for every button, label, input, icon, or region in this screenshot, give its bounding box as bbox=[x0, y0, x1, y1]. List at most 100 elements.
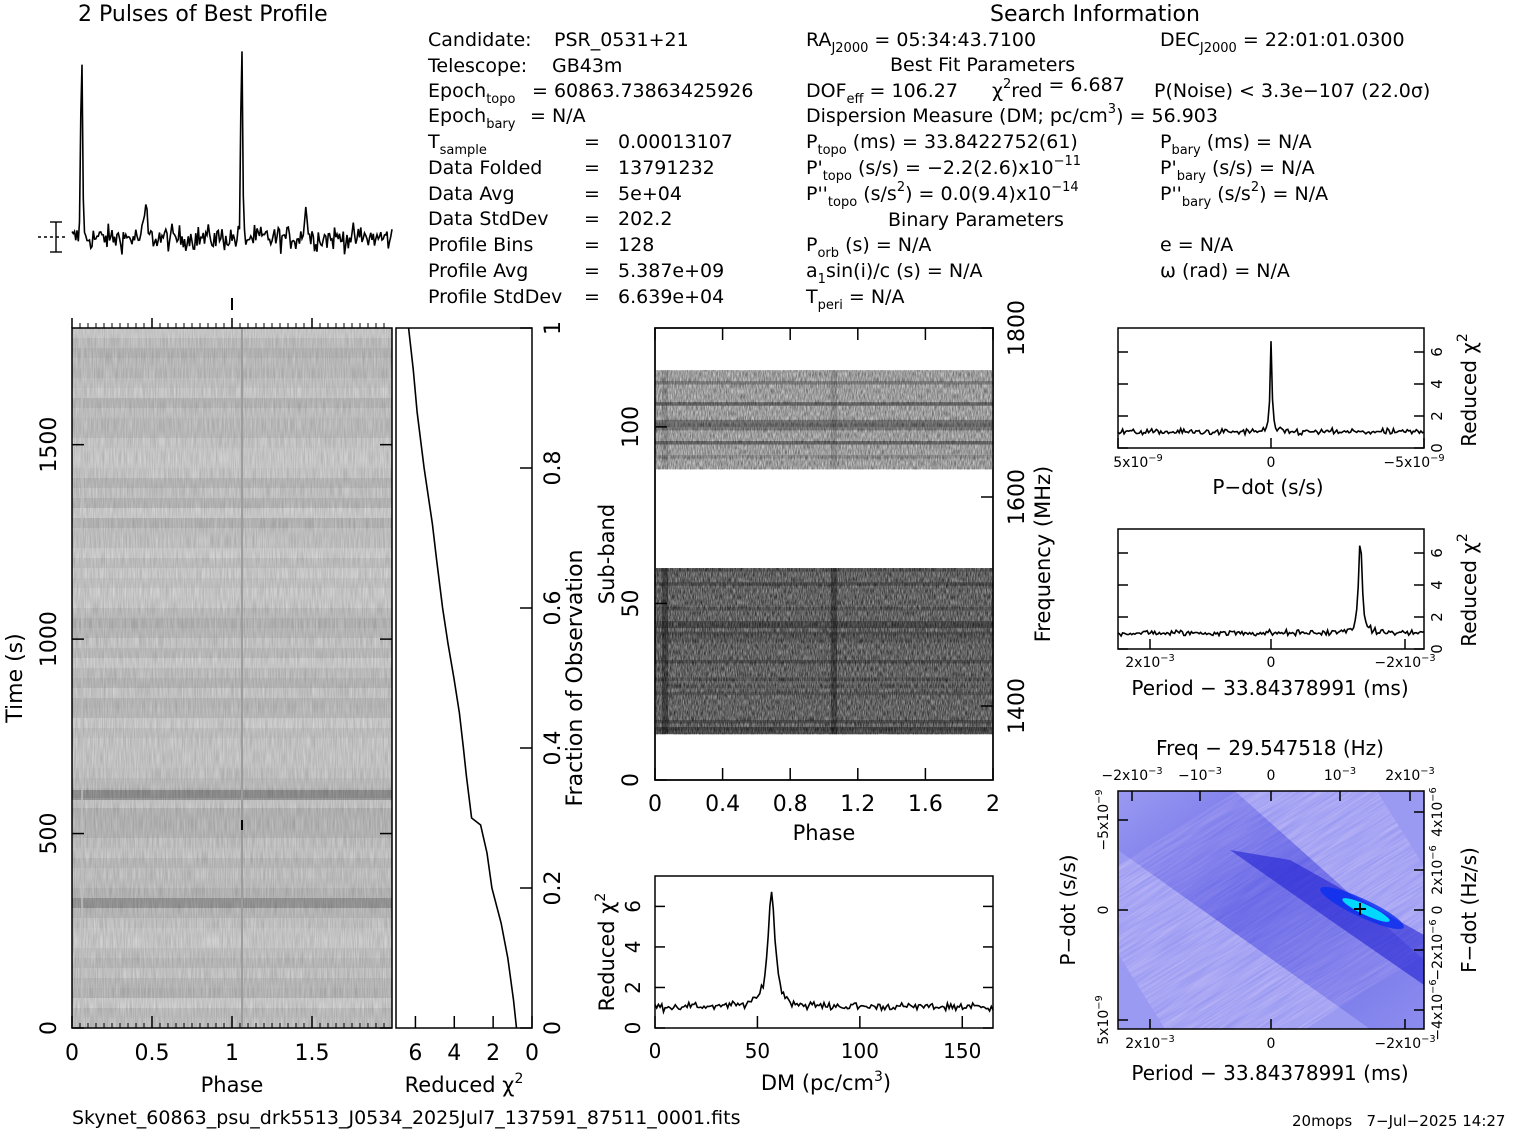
info-epoch-bary-label: Epochbary bbox=[428, 105, 516, 132]
sb-y2tick: 1400 bbox=[1005, 678, 1030, 734]
dm-xtick: 50 bbox=[745, 1039, 770, 1063]
ppdot-peak-marker bbox=[1354, 903, 1366, 915]
pp-x2tick: −2x10−3 bbox=[1101, 766, 1162, 784]
pp-xtick: 0 bbox=[1267, 1036, 1276, 1052]
tp-ytick: 1000 bbox=[37, 611, 62, 667]
info-data-avg-value: = 5e+04 bbox=[584, 183, 682, 205]
ct-xtick: 4 bbox=[447, 1041, 461, 1066]
pr-xtick: −2x10−3 bbox=[1374, 653, 1435, 671]
pp-y2label: F−dot (Hz/s) bbox=[1457, 847, 1481, 973]
info-epoch-topo-label: Epochtopo bbox=[428, 80, 515, 107]
pr-xtick: 2x10−3 bbox=[1125, 653, 1174, 671]
sb-y2tick: 1800 bbox=[1005, 300, 1030, 356]
info-tperi: Tperi = N/A bbox=[805, 286, 904, 313]
sb-xtick: 2 bbox=[986, 792, 1000, 817]
info-profile-bins-label: Profile Bins bbox=[428, 234, 533, 256]
dm-ylabel: Reduced χ2 bbox=[593, 893, 619, 1012]
pr-ytick: 2 bbox=[1428, 612, 1446, 622]
info-data-avg-label: Data Avg bbox=[428, 183, 515, 205]
info-dof: DOFeff = 106.27 bbox=[806, 80, 958, 107]
footer-stamp: 20mops 7−Jul−2025 14:27 bbox=[1292, 1112, 1505, 1130]
info-pddot-bary: P''bary (s/s2) = N/A bbox=[1160, 180, 1328, 210]
pd-xtick: 5x10−9 bbox=[1113, 453, 1162, 471]
ct-ytick: 1 bbox=[541, 321, 566, 335]
info-data-folded-label: Data Folded bbox=[428, 157, 542, 179]
tp-xtick: 1.5 bbox=[295, 1041, 330, 1066]
pp-y2tick: 2x10−6 bbox=[1428, 845, 1446, 894]
chi2-time-curve bbox=[407, 327, 518, 1029]
time-phase-panel: 0 0.5 1 1.5 0 500 1000 1500 Phase Time (s) bbox=[3, 298, 393, 1097]
ct-xtick: 6 bbox=[408, 1041, 422, 1066]
sb-xtick: 1.6 bbox=[908, 792, 943, 817]
sb-ylabel: Sub-band bbox=[595, 504, 619, 604]
pp-x2tick: 10−3 bbox=[1324, 766, 1356, 784]
info-profile-avg-label: Profile Avg bbox=[428, 260, 528, 282]
info-ra: RAJ2000 = 05:34:43.7100 bbox=[806, 29, 1036, 56]
pr-xtick: 0 bbox=[1267, 655, 1276, 671]
ct-ytick: 0.6 bbox=[541, 591, 566, 626]
pp-y2tick: −4x10−6 bbox=[1428, 979, 1446, 1040]
pd-xtick: 0 bbox=[1267, 455, 1276, 471]
sb-y2tick: 1600 bbox=[1005, 469, 1030, 525]
tp-xtick: 1 bbox=[225, 1041, 239, 1066]
pd-ylabel: Reduced χ2 bbox=[1455, 333, 1481, 447]
info-epoch-topo-value: = 60863.73863425926 bbox=[532, 80, 753, 102]
info-pddot-topo: P''topo (s/s2) = 0.0(9.4)x10−14 bbox=[806, 180, 1079, 210]
dm-ytick: 2 bbox=[621, 981, 645, 994]
info-data-folded-value: = 13791232 bbox=[584, 157, 715, 179]
search-title: Search Information bbox=[990, 2, 1200, 27]
pp-ytick: 0 bbox=[1096, 906, 1112, 915]
pp-y2tick: −2x10−6 bbox=[1428, 919, 1446, 980]
ct-xtick: 0 bbox=[525, 1041, 539, 1066]
pr-ytick: 4 bbox=[1428, 580, 1446, 590]
search-info: RAJ2000 = 05:34:43.7100 DECJ2000 = 22:01:… bbox=[805, 29, 1430, 313]
dm-ytick: 4 bbox=[621, 941, 645, 954]
info-pdot-topo: P'topo (s/s) = −2.2(2.6)x10−11 bbox=[806, 154, 1081, 184]
info-porb: Porb (s) = N/A bbox=[806, 234, 931, 261]
info-data-stddev-label: Data StdDev bbox=[428, 208, 549, 230]
ct-xtick: 2 bbox=[486, 1041, 500, 1066]
pp-x2tick: 2x10−3 bbox=[1385, 766, 1434, 784]
info-ecc: e = N/A bbox=[1160, 234, 1233, 256]
tp-ytick: 500 bbox=[37, 813, 62, 855]
pp-x2tick: 0 bbox=[1267, 768, 1276, 784]
profile-panel bbox=[38, 51, 393, 255]
info-dm: Dispersion Measure (DM; pc/cm3) = 56.903 bbox=[806, 102, 1218, 127]
profile-error-bar bbox=[38, 221, 68, 253]
info-ptopo: Ptopo (ms) = 33.8422752(61) bbox=[806, 131, 1078, 158]
footer-filename: Skynet_60863_psu_drk5513_J0534_2025Jul7_… bbox=[72, 1107, 741, 1129]
pp-title: Freq − 29.547518 (Hz) bbox=[1156, 736, 1384, 760]
info-candidate-label: Candidate: bbox=[428, 29, 532, 51]
ct-ytick: 0.2 bbox=[541, 871, 566, 906]
info-chi2: χ2red = 6.687 bbox=[992, 74, 1125, 102]
binary-title: Binary Parameters bbox=[888, 209, 1064, 231]
best-fit-title: Best Fit Parameters bbox=[890, 54, 1075, 76]
ct-xlabel: Reduced χ2 bbox=[405, 1071, 524, 1097]
info-dec: DECJ2000 = 22:01:01.0300 bbox=[1160, 29, 1405, 56]
dm-ytick: 6 bbox=[621, 900, 645, 913]
tp-ylabel: Time (s) bbox=[3, 633, 28, 723]
dm-xlabel: DM (pc/cm3) bbox=[761, 1069, 891, 1095]
info-pbary: Pbary (ms) = N/A bbox=[1160, 131, 1312, 158]
dm-xtick: 0 bbox=[649, 1039, 662, 1063]
tp-ytick: 0 bbox=[37, 1021, 62, 1035]
sb-ytick: 100 bbox=[619, 406, 644, 448]
pdot-curve bbox=[1117, 341, 1425, 438]
sb-xtick: 0.4 bbox=[705, 792, 740, 817]
info-telescope-value: GB43m bbox=[552, 55, 622, 77]
sb-xtick: 1.2 bbox=[840, 792, 875, 817]
info-pnoise: P(Noise) < 3.3e−107 (22.0σ) bbox=[1154, 80, 1430, 102]
pp-y2tick: 4x10−6 bbox=[1428, 787, 1446, 836]
pp-y2tick: 0 bbox=[1430, 906, 1446, 915]
pd-ytick: 0 bbox=[1428, 443, 1446, 453]
ct-ylabel: Fraction of Observation bbox=[563, 550, 588, 807]
ct-ytick: 0.4 bbox=[541, 731, 566, 766]
pp-x2tick: −10−3 bbox=[1178, 766, 1222, 784]
sb-y2label: Frequency (MHz) bbox=[1031, 466, 1055, 642]
profile-curve bbox=[71, 51, 393, 255]
subband-panel: 0 0.4 0.8 1.2 1.6 2 0 50 100 1400 1600 1800 Phase Sub… bbox=[595, 300, 1055, 845]
pp-ytick: 5x10−9 bbox=[1094, 995, 1112, 1044]
